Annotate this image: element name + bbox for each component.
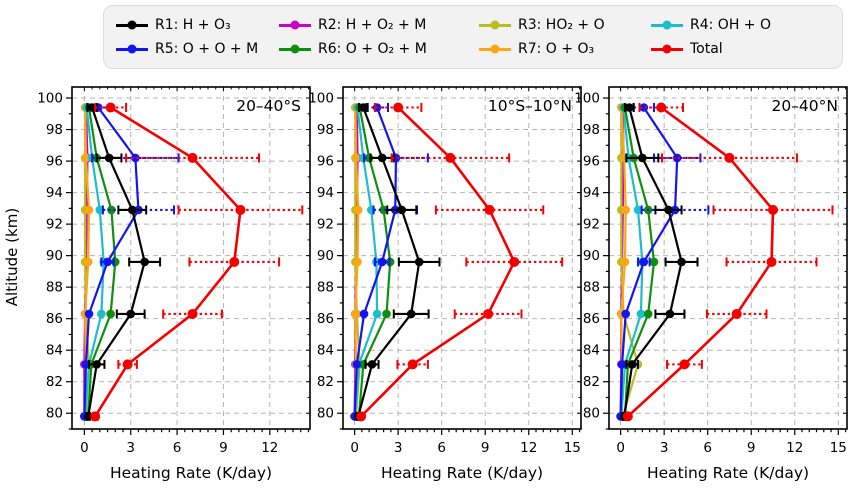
y-tick-label: 98 [317,122,334,138]
legend-swatch-icon [279,44,311,54]
legend-swatch-icon [479,20,511,30]
y-tick-label: 84 [317,343,334,359]
legend-label: R5: O + O + M [155,41,259,57]
x-axis-label: Heating Rate (K/day) [381,464,543,482]
x-tick-label: 3 [660,440,669,456]
legend-swatch-icon [116,20,148,30]
legend-item-r5: R5: O + O + M [116,42,279,56]
legend-item-r6: R6: O + O₂ + M [279,42,479,56]
legend-label: R2: H + O₂ + M [318,17,427,33]
y-tick-label: 80 [46,406,63,422]
series-Total [356,102,564,422]
panel-title: 20–40°N [771,97,838,115]
legend-swatch-icon [651,44,683,54]
legend-item-r2: R2: H + O₂ + M [279,18,479,32]
legend-item-r7: R7: O + O₃ [479,42,651,56]
y-tick-label: 88 [583,280,600,296]
x-axis-label: Heating Rate (K/day) [110,464,272,482]
x-tick-label: 9 [747,440,756,456]
y-tick-label: 92 [583,217,600,233]
legend-item-r3: R3: HO₂ + O [479,18,651,32]
legend-swatch-icon [116,44,148,54]
y-tick-label: 80 [583,406,600,422]
y-tick-label: 92 [317,217,334,233]
x-axis-label: Heating Rate (K/day) [647,464,809,482]
x-tick-label: 15 [564,440,581,456]
series-Total [622,102,834,422]
y-tick-label: 86 [46,311,63,327]
y-tick-label: 96 [317,154,334,170]
x-tick-label: 0 [80,440,89,456]
x-tick-label: 9 [219,440,228,456]
legend-swatch-icon [651,20,683,30]
y-tick-label: 98 [583,122,600,138]
x-tick-label: 3 [126,440,135,456]
y-tick-label: 80 [317,406,334,422]
y-tick-label: 90 [583,248,600,264]
legend-label: R7: O + O₃ [518,41,595,57]
x-tick-label: 12 [261,440,278,456]
legend-label: R1: H + O₃ [155,17,231,33]
y-tick-label: 94 [583,185,600,201]
y-tick-label: 98 [46,122,63,138]
y-tick-label: 96 [583,154,600,170]
legend-label: R6: O + O₂ + M [318,41,427,57]
series-R1 [83,102,162,421]
y-tick-label: 88 [317,280,334,296]
panel-title: 20–40°S [236,97,301,115]
y-tick-label: 100 [308,91,334,107]
y-tick-label: 100 [574,91,600,107]
x-tick-label: 3 [394,440,403,456]
y-tick-label: 82 [583,374,600,390]
series-R1 [353,102,441,421]
y-axis-label: Altitude (km) [3,207,21,307]
panel-title: 10°S–10°N [488,97,572,115]
legend-label: Total [690,41,723,57]
y-tick-label: 82 [317,374,334,390]
x-tick-label: 6 [703,440,712,456]
x-tick-label: 15 [830,440,847,456]
y-tick-label: 90 [317,248,334,264]
legend-item-total: Total [651,42,801,56]
panel-20-40N: 0 3 6 9 12 15 80 82 84 86 88 90 92 94 96 98 100 20–40°N He… [569,70,850,489]
legend-item-r4: R4: OH + O [651,18,801,32]
y-tick-label: 94 [317,185,334,201]
panel-20-40S: 0 3 6 9 12 80 82 84 86 88 90 92 94 96 98 100 20–40°S Heat… [32,70,313,489]
legend: R1: H + O₃ R2: H + O₂ + M R3: HO₂ + O R4: O… [103,5,843,69]
x-tick-label: 12 [520,440,537,456]
y-tick-label: 96 [46,154,63,170]
y-tick-label: 100 [37,91,63,107]
x-tick-label: 6 [437,440,446,456]
y-tick-label: 92 [46,217,63,233]
x-tick-label: 12 [786,440,803,456]
legend-label: R4: OH + O [690,17,771,33]
y-tick-label: 86 [317,311,334,327]
x-tick-label: 9 [481,440,490,456]
y-tick-label: 82 [46,374,63,390]
y-tick-label: 88 [46,280,63,296]
panel-svg: 0 3 6 9 12 80 82 84 86 88 90 92 94 96 98 100 20–40°S Heat… [37,86,311,482]
legend-swatch-icon [479,44,511,54]
x-tick-label: 0 [350,440,359,456]
y-tick-label: 90 [46,248,63,264]
y-tick-label: 84 [583,343,600,359]
x-tick-label: 0 [616,440,625,456]
y-tick-label: 94 [46,185,63,201]
legend-label: R3: HO₂ + O [518,17,605,33]
panel-svg: 0 3 6 9 12 15 80 82 84 86 88 90 92 94 96 98 100 20–40°N He… [574,86,848,482]
panel-svg: 0 3 6 9 12 15 80 82 84 86 88 90 92 94 96 98 100 10°S–10°N… [308,86,582,482]
y-tick-label: 86 [583,311,600,327]
series-Total [90,102,304,422]
legend-swatch-icon [279,20,311,30]
panel-10S-10N: 0 3 6 9 12 15 80 82 84 86 88 90 92 94 96 98 100 10°S–10°N… [303,70,584,489]
x-tick-label: 6 [173,440,182,456]
y-tick-label: 84 [46,343,63,359]
legend-item-r1: R1: H + O₃ [116,18,279,32]
